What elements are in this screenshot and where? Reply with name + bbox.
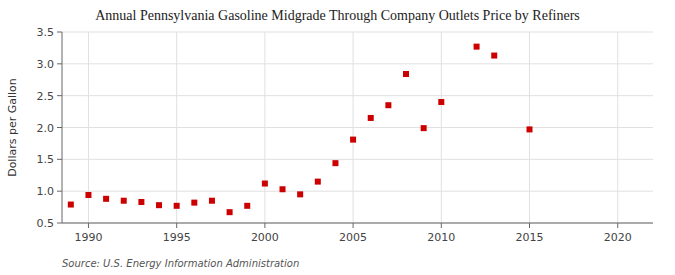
point [227, 209, 233, 215]
chart: Annual Pennsylvania Gasoline Midgrade Th… [0, 0, 675, 275]
point [491, 53, 497, 59]
point [244, 203, 250, 209]
point [332, 160, 338, 166]
x-grid-line [176, 32, 177, 223]
point [297, 191, 303, 197]
point [121, 198, 127, 204]
x-tick [176, 223, 177, 228]
point [68, 202, 74, 208]
x-tick-label: 2020 [604, 231, 632, 244]
point [138, 199, 144, 205]
y-grid-line [62, 63, 653, 64]
x-tick-label: 2015 [516, 231, 544, 244]
y-tick-label: 2.5 [37, 90, 55, 103]
points [68, 44, 533, 216]
point [527, 126, 533, 132]
x-tick [529, 223, 530, 228]
y-tick-label: 2.0 [37, 122, 55, 135]
point [85, 192, 91, 198]
point [103, 196, 109, 202]
x-tick-label: 1995 [163, 231, 191, 244]
point [191, 200, 197, 206]
point [403, 71, 409, 77]
point [368, 115, 374, 121]
x-grid-line [264, 32, 265, 223]
y-tick-label: 3.5 [37, 26, 55, 39]
y-axis-line [62, 32, 63, 223]
y-tick [57, 63, 62, 64]
y-axis-label: Dollars per Gallon [6, 78, 19, 177]
y-tick [57, 127, 62, 128]
y-grid-line [62, 95, 653, 96]
y-grid-line [62, 159, 653, 160]
grid [62, 32, 653, 223]
x-tick [441, 223, 442, 228]
y-grid-line [62, 127, 653, 128]
point [174, 203, 180, 209]
y-grid-line [62, 191, 653, 192]
x-axis-line [62, 223, 653, 224]
y-grid-line [62, 223, 653, 224]
x-grid-line [617, 32, 618, 223]
source: Source: U.S. Energy Information Administ… [62, 258, 299, 269]
y-tick [57, 191, 62, 192]
x-tick-label: 2010 [427, 231, 455, 244]
x-tick-label: 1990 [74, 231, 102, 244]
point [280, 186, 286, 192]
y-tick [57, 223, 62, 224]
x-tick-label: 2005 [339, 231, 367, 244]
point [315, 179, 321, 185]
title: Annual Pennsylvania Gasoline Midgrade Th… [95, 8, 580, 23]
y-tick [57, 32, 62, 33]
point [156, 202, 162, 208]
y-tick-label: 1.0 [37, 185, 55, 198]
y-tick-label: 0.5 [37, 217, 55, 230]
x-tick-label: 2000 [251, 231, 279, 244]
y-grid-line [62, 32, 653, 33]
y-tick-label: 3.0 [37, 58, 55, 71]
x-tick [353, 223, 354, 228]
y-tick-label: 1.5 [37, 153, 55, 166]
x-tick [264, 223, 265, 228]
point [385, 102, 391, 108]
y-tick [57, 95, 62, 96]
point [350, 137, 356, 143]
x-tick [88, 223, 89, 228]
point [438, 99, 444, 105]
axes: 0.5 1.0 1.5 2.0 2.5 3.0 3.5 1990 1995 2000 2005 201… [37, 26, 654, 244]
point [209, 198, 215, 204]
x-grid-line [441, 32, 442, 223]
point [474, 44, 480, 50]
x-tick [617, 223, 618, 228]
y-tick [57, 159, 62, 160]
point [421, 125, 427, 131]
x-grid-line [353, 32, 354, 223]
point [262, 181, 268, 187]
